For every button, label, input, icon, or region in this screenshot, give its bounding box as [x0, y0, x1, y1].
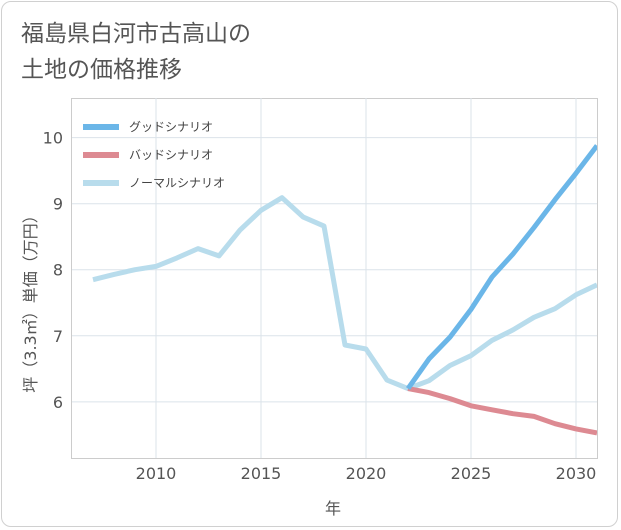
x-axis-title: 年: [325, 499, 341, 518]
title-line-1: 福島県白河市古高山の: [21, 21, 251, 47]
legend-bad-label: バッドシナリオ: [129, 148, 213, 162]
legend-normal: ノーマルシナリオ: [83, 176, 225, 190]
y-axis-title: 坪（3.3㎡）単価（万円）: [21, 207, 40, 392]
legend-good-label: グッドシナリオ: [129, 120, 213, 134]
tick-labels: 2010 2015 2020 2025 2030 6 7 8 9 10: [43, 129, 597, 483]
y-tick-8: 8: [53, 261, 63, 280]
series-normal-line: [92, 195, 597, 392]
legend-normal-label: ノーマルシナリオ: [129, 176, 225, 190]
x-tick-2015: 2015: [241, 464, 282, 483]
y-tick-9: 9: [53, 195, 63, 214]
x-tick-2020: 2020: [346, 464, 387, 483]
plot-area-frame: [71, 98, 598, 459]
y-tick-10: 10: [43, 129, 63, 148]
y-tick-7: 7: [53, 327, 63, 346]
series-layer: [92, 144, 597, 436]
legend-bad: バッドシナリオ: [83, 148, 213, 162]
series-good-line: [405, 144, 597, 391]
grid: [72, 98, 597, 458]
x-tick-2010: 2010: [136, 464, 177, 483]
series-bad-line: [407, 386, 597, 436]
x-tick-2030: 2030: [556, 464, 597, 483]
y-tick-6: 6: [53, 393, 63, 412]
legend-good: グッドシナリオ: [83, 120, 213, 134]
x-tick-2025: 2025: [451, 464, 492, 483]
chart-title: 福島県白河市古高山の 土地の価格推移: [21, 16, 251, 88]
title-line-2: 土地の価格推移: [21, 57, 182, 83]
